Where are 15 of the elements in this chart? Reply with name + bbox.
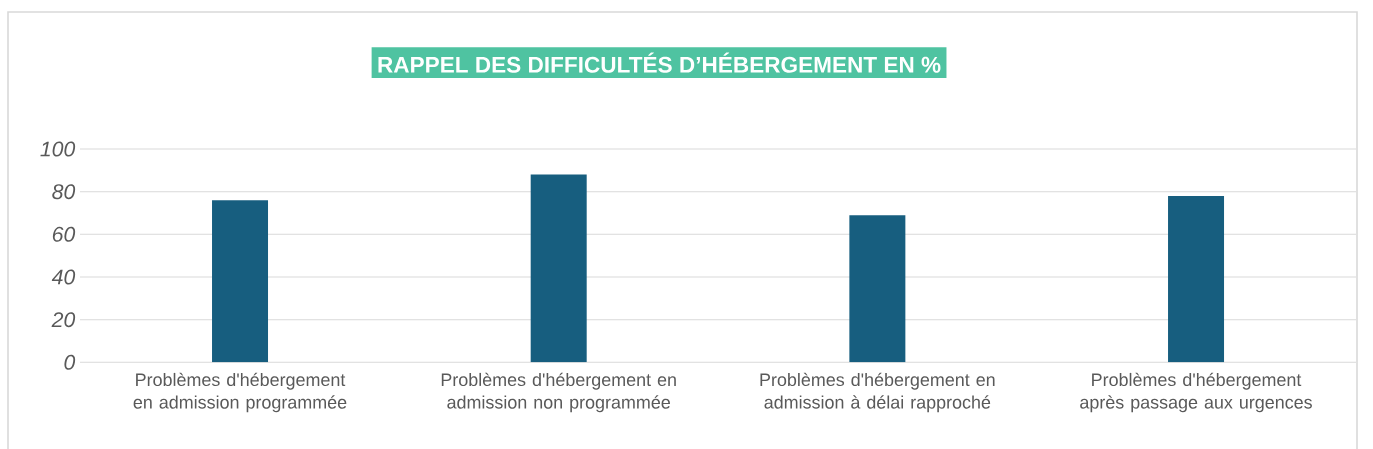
bar — [849, 215, 906, 363]
y-tick-label: 60 — [52, 226, 76, 242]
x-tick-label: Problèmes d'hébergement en admission à délai rapproché — [760, 372, 995, 413]
y-tick-label: 100 — [40, 141, 76, 157]
bar — [530, 174, 587, 363]
x-tick-label: Problèmes d'hébergement en admission programmée — [133, 372, 347, 413]
chart-title: RAPPEL DES DIFFICULTÉS D’HÉBERGEMENT EN % — [378, 52, 941, 73]
x-tick-label: Problèmes d'hébergement après passage aux urgences — [1080, 372, 1312, 413]
bar — [212, 200, 269, 363]
x-tick-label: Problèmes d'hébergement en admission non programmée — [441, 372, 676, 413]
y-tick-label: 40 — [51, 269, 76, 285]
y-tick-label: 0 — [64, 354, 76, 370]
y-tick-label: 20 — [51, 312, 76, 328]
bar — [1168, 195, 1225, 363]
y-tick-label: 80 — [52, 184, 76, 200]
